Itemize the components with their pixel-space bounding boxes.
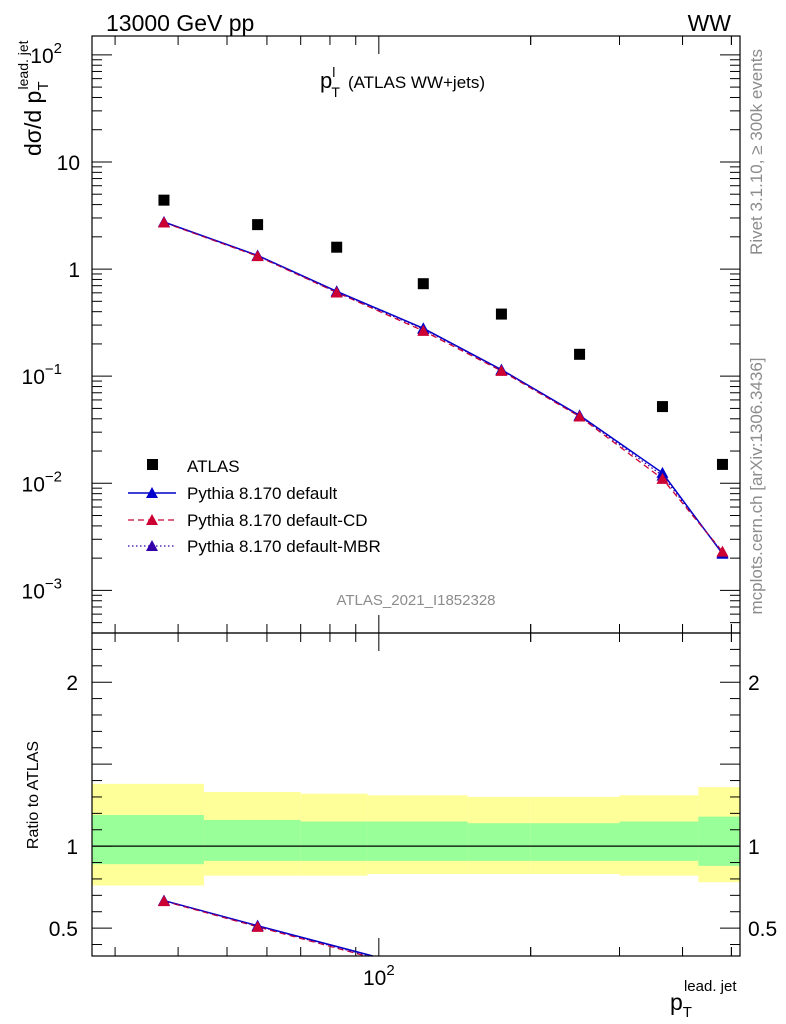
atlas-data-point [252,219,264,231]
mcplots-label: mcplots.cern.ch [arXiv:1306.3436] [747,357,766,614]
ratio-uncertainty-bands [92,783,740,886]
atlas-data-point [331,241,343,253]
process-label: WW [688,10,732,36]
atlas-data-point [158,194,170,206]
band-green-segment [300,821,368,861]
y-tick-label: 10 [57,152,80,175]
legend: ATLAS Pythia 8.170 default Pythia 8.170 … [128,457,381,556]
atlas-data-point [417,278,429,290]
mc-series-line [163,221,723,553]
band-green-segment [467,823,531,861]
ratio-panel: 2 2 1 1 0.5 0.5 102 Ratio to ATLAS [25,632,777,990]
legend-atlas-marker [147,459,158,470]
mc-data-point [573,410,586,422]
mc-data-point [157,216,170,228]
x-tick-label: 102 [363,962,395,990]
atlas-data-point [716,458,728,470]
band-green-segment [619,821,699,861]
legend-default-marker [146,487,158,498]
energy-label: 13000 GeV pp [106,10,254,36]
mc-data-point [495,364,508,376]
mc-series-line [163,221,723,554]
y-tick-label: 1 [68,259,80,282]
ratio-panel-data [157,894,373,957]
ratio-panel-frame [91,632,741,957]
rivet-label: Rivet 3.1.10, ≥ 300k events [747,49,766,255]
main-panel-ticks: 102 10 1 10−1 10−2 10−3 [22,36,740,634]
ratio-y-axis-label: Ratio to ATLAS [25,741,42,849]
legend-cd-label: Pythia 8.170 default-CD [187,511,368,530]
mc-data-point [716,545,729,557]
ratio-y-tick-label-right: 1 [748,836,760,859]
plot-title: pl T (ATLAS WW+jets) [320,64,485,100]
ratio-panel-ticks: 2 2 1 1 0.5 0.5 102 [49,633,777,990]
main-panel: 102 10 1 10−1 10−2 10−3 pl T (ATLAS WW+jets) dσ… [15,35,741,634]
band-green-segment [203,819,301,861]
ratio-y-tick-label: 2 [66,672,78,695]
ratio-data-point [251,920,264,932]
atlas-data-point [495,308,507,320]
x-axis-label: pTlead. jet [670,978,737,1021]
atlas-data-point [656,401,668,413]
legend-mbr-label: Pythia 8.170 default-MBR [187,537,381,556]
mc-series-line [163,221,724,555]
y-axis-label: dσ/d pTlead. jet [15,40,52,156]
legend-cd-marker [146,514,158,525]
ratio-y-tick-label: 0.5 [49,918,78,941]
ratio-series-line [163,900,367,957]
ratio-data-point [157,895,170,907]
band-green-segment [698,816,740,866]
legend-atlas-label: ATLAS [187,457,240,476]
mc-data-point [656,472,669,484]
y-tick-label: 10−3 [22,575,62,603]
band-green-segment [530,823,620,861]
legend-default-label: Pythia 8.170 default [187,484,338,503]
band-green-segment [367,821,468,861]
y-tick-label: 10−1 [22,361,62,389]
mc-data-point [330,286,343,298]
y-tick-label: 102 [30,40,62,68]
legend-mbr-marker [146,540,158,551]
main-panel-data [157,194,729,559]
ratio-y-tick-label-right: 2 [748,672,760,695]
atlas-data-point [574,348,586,360]
mc-data-point [417,324,430,336]
mc-data-point [656,466,669,478]
mc-data-point [251,250,264,262]
ratio-y-tick-label-right: 0.5 [748,918,777,941]
ratio-series-line [163,900,370,957]
y-tick-label: 10−2 [22,468,62,496]
ratio-y-tick-label: 1 [66,836,78,859]
analysis-watermark: ATLAS_2021_I1852328 [336,592,495,609]
band-green-segment [92,814,204,865]
